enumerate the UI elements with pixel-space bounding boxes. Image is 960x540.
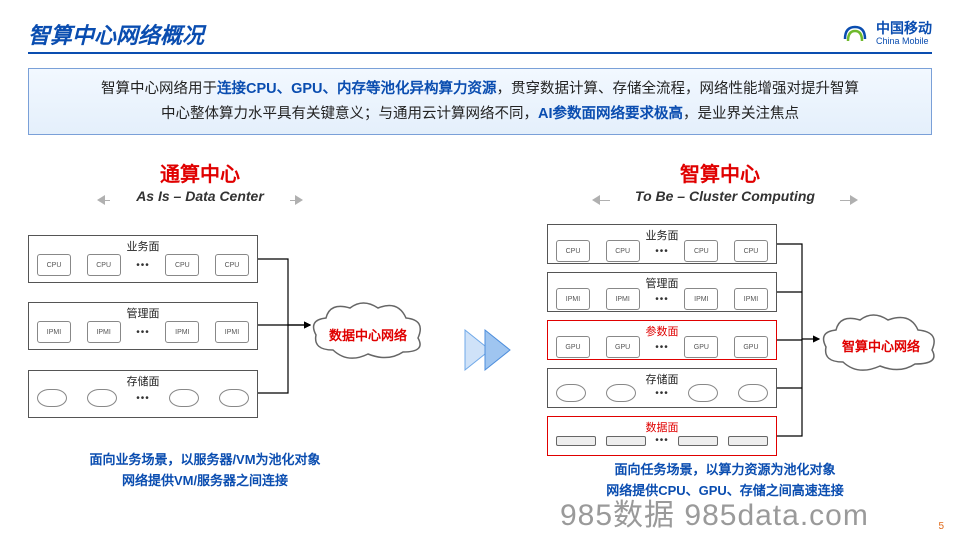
- left-bottom2: 网络提供VM/服务器之间连接: [40, 471, 370, 492]
- chip-row: GPU GPU ••• GPU GPU: [556, 336, 768, 358]
- cpu-chip-icon: CPU: [165, 254, 199, 276]
- right-tri-l: [592, 195, 600, 205]
- dots: •••: [136, 327, 150, 338]
- left-tri-l: [97, 195, 105, 205]
- disk-icon: [169, 389, 199, 407]
- ipmi-chip-icon: IPMI: [734, 288, 768, 310]
- page-number: 5: [938, 521, 944, 532]
- right-pane-mgmt: 管理面 IPMI IPMI ••• IPMI IPMI: [547, 272, 777, 312]
- dots: •••: [655, 246, 669, 257]
- cpu-chip-icon: CPU: [556, 240, 590, 262]
- right-pane-param: 参数面 GPU GPU ••• GPU GPU: [547, 320, 777, 360]
- chip-row: •••: [556, 384, 768, 402]
- logo: 中国移动 China Mobile: [840, 19, 932, 49]
- disk-icon: [688, 384, 718, 402]
- page-title: 智算中心网络概况: [28, 18, 204, 50]
- disk-icon: [738, 384, 768, 402]
- intro-hl2: AI参数面网络要求极高: [538, 106, 683, 122]
- intro-text: 中心整体算力水平具有关键意义；与通用云计算网络不同，: [161, 106, 538, 122]
- ipmi-chip-icon: IPMI: [87, 321, 121, 343]
- ipmi-chip-icon: IPMI: [37, 321, 71, 343]
- cpu-chip-icon: CPU: [215, 254, 249, 276]
- cpu-chip-icon: CPU: [606, 240, 640, 262]
- server-icon: [556, 436, 596, 446]
- left-bottom: 面向业务场景，以服务器/VM为池化对象 网络提供VM/服务器之间连接: [40, 450, 370, 492]
- left-title: 通算中心: [120, 158, 280, 187]
- ipmi-chip-icon: IPMI: [684, 288, 718, 310]
- intro-text: ，贯穿数据计算、存储全流程，网络性能增强对提升智算: [497, 81, 860, 97]
- right-pane-data: 数据面 •••: [547, 416, 777, 456]
- gpu-chip-icon: GPU: [684, 336, 718, 358]
- chip-row: CPU CPU ••• CPU CPU: [556, 240, 768, 262]
- intro-box: 智算中心网络用于连接CPU、GPU、内存等池化异构算力资源，贯穿数据计算、存储全…: [28, 68, 932, 135]
- chip-row: •••: [37, 389, 249, 407]
- left-subtitle: As Is – Data Center: [110, 188, 290, 204]
- server-icon: [606, 436, 646, 446]
- right-pane-biz: 业务面 CPU CPU ••• CPU CPU: [547, 224, 777, 264]
- chip-row: IPMI IPMI ••• IPMI IPMI: [556, 288, 768, 310]
- right-subtitle: To Be – Cluster Computing: [610, 188, 840, 204]
- left-bottom1: 面向业务场景，以服务器/VM为池化对象: [40, 450, 370, 471]
- cpu-chip-icon: CPU: [37, 254, 71, 276]
- dots: •••: [655, 342, 669, 353]
- slide: 智算中心网络概况 中国移动 China Mobile 智算中心网络用于连接CPU…: [0, 0, 960, 540]
- disk-icon: [87, 389, 117, 407]
- dots: •••: [136, 393, 150, 404]
- ipmi-chip-icon: IPMI: [556, 288, 590, 310]
- pane-label: 存储面: [29, 373, 257, 389]
- server-icon: [728, 436, 768, 446]
- title-rule: [28, 52, 932, 54]
- dots: •••: [655, 435, 669, 446]
- dots: •••: [136, 260, 150, 271]
- cpu-chip-icon: CPU: [87, 254, 121, 276]
- ipmi-chip-icon: IPMI: [606, 288, 640, 310]
- left-cloud-label: 数据中心网络: [318, 325, 418, 344]
- left-pane-biz: 业务面 CPU CPU ••• CPU CPU: [28, 235, 258, 283]
- right-tri-r: [850, 195, 858, 205]
- watermark: 985数据 985data.com: [560, 490, 869, 534]
- left-pane-storage: 存储面 •••: [28, 370, 258, 418]
- ipmi-chip-icon: IPMI: [165, 321, 199, 343]
- disk-icon: [219, 389, 249, 407]
- ipmi-chip-icon: IPMI: [215, 321, 249, 343]
- pane-label: 数据面: [548, 419, 776, 435]
- intro-hl1: 连接CPU、GPU、内存等池化异构算力资源: [217, 81, 497, 97]
- right-cloud-label: 智算中心网络: [826, 336, 936, 355]
- disk-icon: [556, 384, 586, 402]
- transition-arrow-icon: [460, 320, 530, 380]
- right-pane-storage: 存储面 •••: [547, 368, 777, 408]
- logo-cn: 中国移动: [876, 21, 932, 36]
- title-row: 智算中心网络概况 中国移动 China Mobile: [28, 18, 932, 50]
- right-bottom1: 面向任务场景，以算力资源为池化对象: [560, 460, 890, 481]
- chip-row: IPMI IPMI ••• IPMI IPMI: [37, 321, 249, 343]
- gpu-chip-icon: GPU: [556, 336, 590, 358]
- gpu-chip-icon: GPU: [606, 336, 640, 358]
- intro-text: 智算中心网络用于: [101, 81, 217, 97]
- left-tri-r: [295, 195, 303, 205]
- disk-icon: [606, 384, 636, 402]
- dots: •••: [655, 388, 669, 399]
- pane-label: 管理面: [29, 305, 257, 321]
- disk-icon: [37, 389, 67, 407]
- right-title: 智算中心: [640, 158, 800, 187]
- logo-en: China Mobile: [876, 37, 932, 47]
- chip-row: CPU CPU ••• CPU CPU: [37, 254, 249, 276]
- dots: •••: [655, 294, 669, 305]
- cpu-chip-icon: CPU: [734, 240, 768, 262]
- logo-icon: [840, 19, 870, 49]
- pane-label: 业务面: [29, 238, 257, 254]
- server-icon: [678, 436, 718, 446]
- left-pane-mgmt: 管理面 IPMI IPMI ••• IPMI IPMI: [28, 302, 258, 350]
- chip-row: •••: [556, 435, 768, 446]
- intro-text: ，是业界关注焦点: [683, 106, 799, 122]
- gpu-chip-icon: GPU: [734, 336, 768, 358]
- cpu-chip-icon: CPU: [684, 240, 718, 262]
